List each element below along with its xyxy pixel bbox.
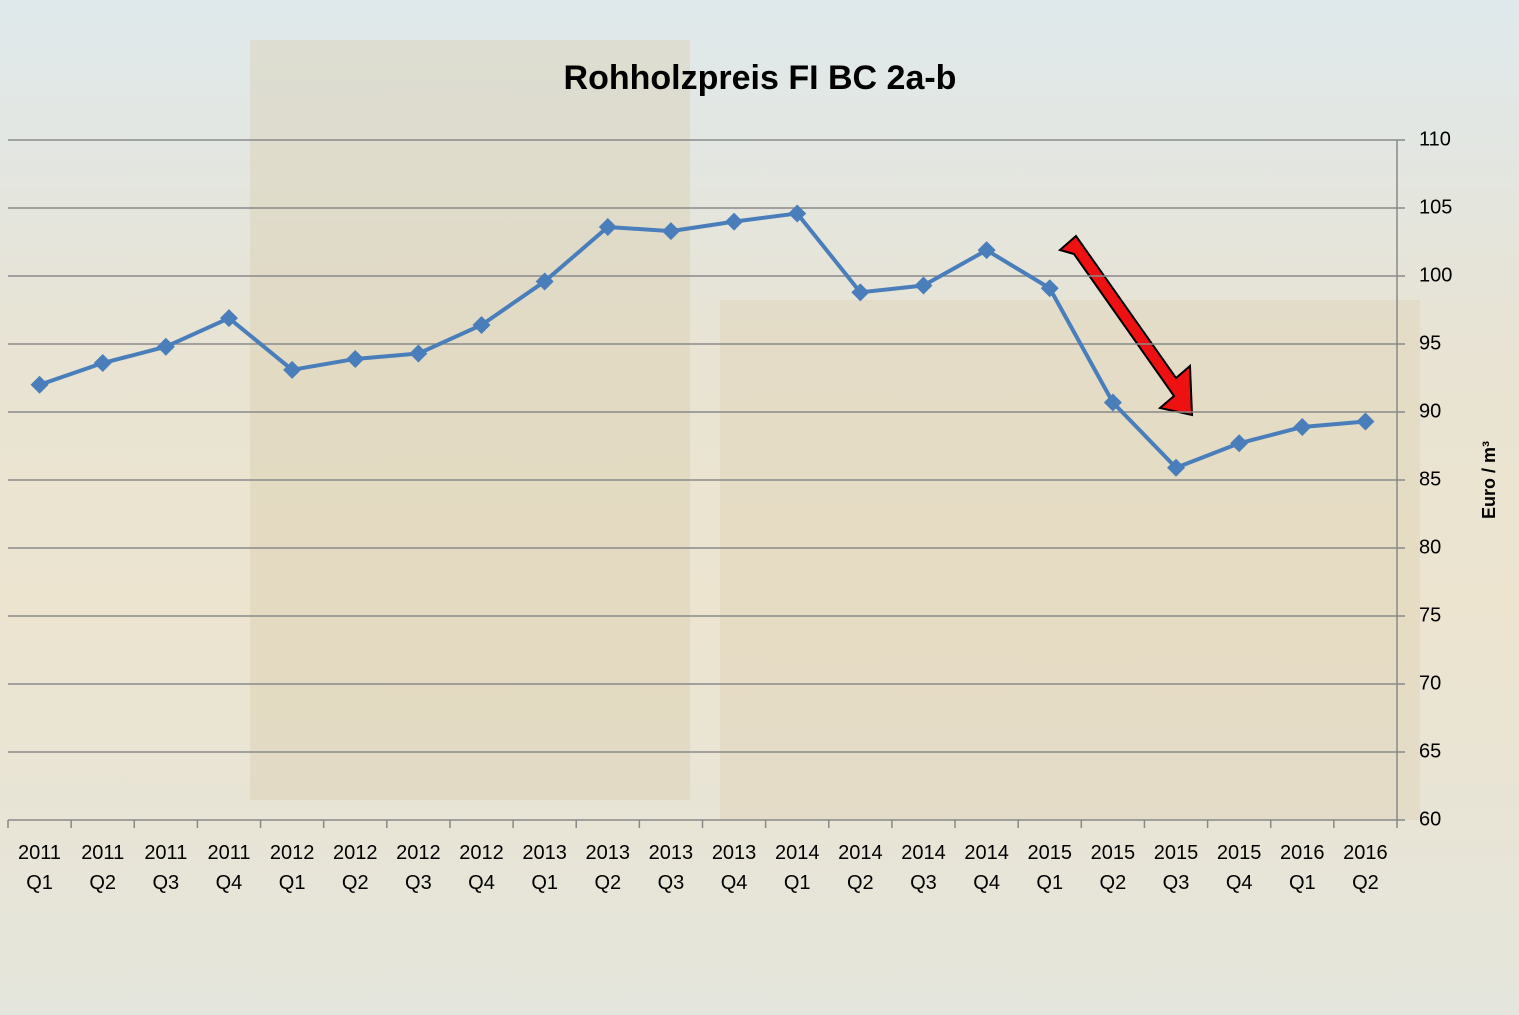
y-tick-label: 80 <box>1419 536 1441 558</box>
marker <box>661 222 680 241</box>
trend-arrow <box>1057 234 1194 417</box>
x-tick-label: 2011 Q2 <box>81 842 125 894</box>
x-tick-label: 2013 Q1 <box>522 842 567 894</box>
x-tick-label: 2015 Q1 <box>1027 842 1073 894</box>
marker <box>1293 417 1312 436</box>
x-tick-label: 2015 Q3 <box>1153 842 1199 894</box>
x-tick-label: 2013 Q4 <box>711 842 757 894</box>
background-logs <box>720 300 1420 820</box>
marker <box>1040 279 1059 298</box>
x-tick-label: 2011 Q3 <box>144 842 188 894</box>
x-tick-label: 2012 Q3 <box>396 842 441 894</box>
marker <box>472 315 491 334</box>
line-series <box>38 211 1366 470</box>
marker <box>283 360 302 379</box>
background-logs <box>250 40 690 800</box>
x-tick-label: 2014 Q1 <box>774 842 820 894</box>
x-tick-label: 2013 Q3 <box>648 842 694 894</box>
y-tick-label: 100 <box>1419 264 1452 286</box>
marker <box>156 337 175 356</box>
x-tick-label: 2012 Q4 <box>459 842 504 894</box>
marker <box>1103 393 1122 412</box>
x-tick-label: 2014 Q4 <box>964 842 1009 894</box>
x-tick-label: 2014 Q2 <box>838 842 883 894</box>
chart-title: Rohholzpreis FI BC 2a-b <box>564 59 957 97</box>
y-tick-label: 75 <box>1419 604 1441 626</box>
marker <box>977 241 996 260</box>
x-tick-label: 2015 Q4 <box>1216 842 1262 894</box>
x-tick-label: 2013 Q2 <box>585 842 631 894</box>
x-tick-label: 2012 Q2 <box>333 842 378 894</box>
y-tick-label: 110 <box>1419 128 1451 150</box>
x-tick-label: 2016 Q1 <box>1280 842 1325 894</box>
marker <box>219 309 238 328</box>
marker <box>788 204 807 223</box>
marker <box>1356 412 1375 431</box>
y-tick-label: 105 <box>1419 196 1452 218</box>
marker <box>346 349 365 368</box>
y-tick-label: 70 <box>1419 672 1441 694</box>
marker <box>1167 458 1186 477</box>
x-tick-label: 2012 Q1 <box>269 842 315 894</box>
marker <box>30 375 49 394</box>
marker <box>598 218 617 237</box>
y-axis-label: Euro / m³ <box>1479 441 1499 519</box>
y-tick-label: 60 <box>1419 808 1441 830</box>
x-tick-label: 2014 Q3 <box>901 842 946 894</box>
marker <box>535 272 554 291</box>
y-tick-label: 85 <box>1419 468 1441 490</box>
marker <box>1230 434 1249 453</box>
marker <box>725 212 744 231</box>
marker <box>409 344 428 363</box>
x-tick-label: 2011 Q1 <box>18 842 62 894</box>
x-tick-label: 2011 Q4 <box>207 842 251 894</box>
x-tick-label: 2016 Q2 <box>1343 842 1388 894</box>
marker <box>914 276 933 295</box>
marker <box>851 283 870 302</box>
marker <box>93 354 112 373</box>
y-tick-label: 65 <box>1419 740 1441 762</box>
y-tick-label: 90 <box>1419 400 1441 422</box>
x-tick-label: 2015 Q2 <box>1090 842 1136 894</box>
y-tick-label: 95 <box>1419 332 1441 354</box>
